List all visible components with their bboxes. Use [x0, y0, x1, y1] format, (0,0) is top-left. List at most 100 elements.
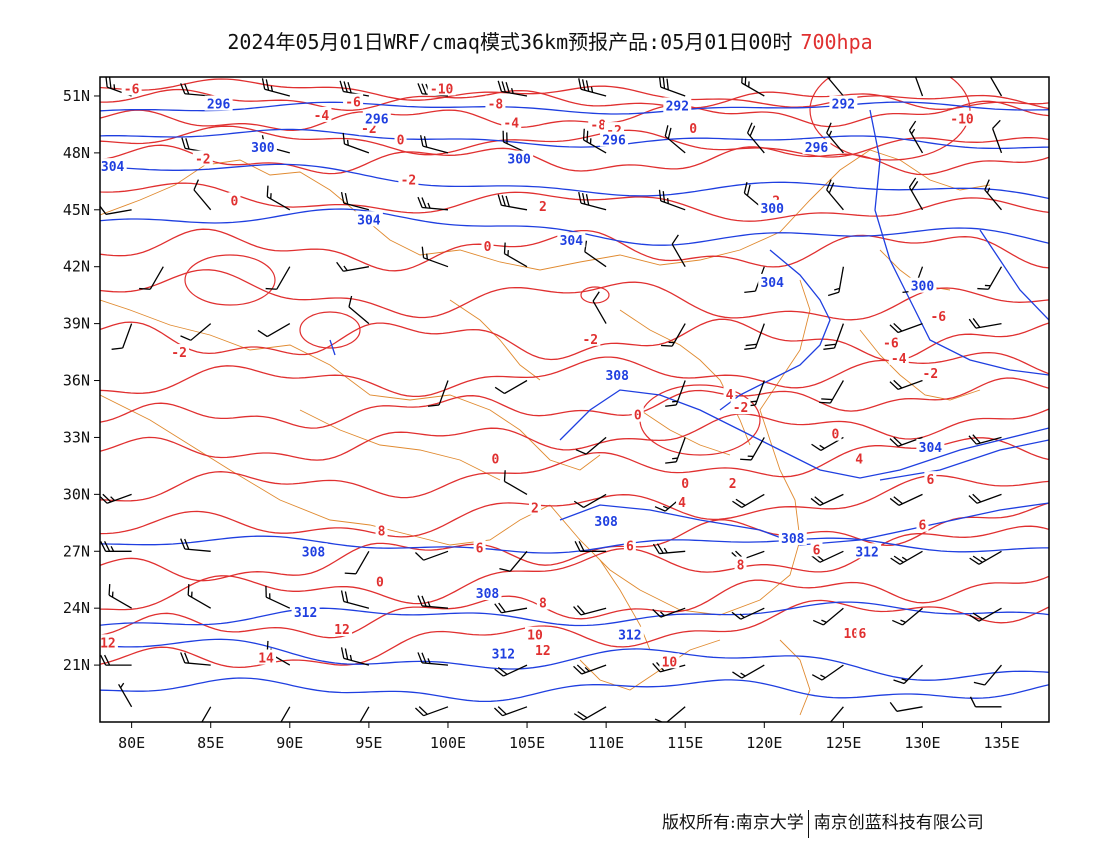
wind-barb [732, 493, 765, 508]
geopotential-label-bg [204, 95, 233, 111]
wind-barb [969, 550, 1002, 565]
temperature-label: 0 [689, 122, 697, 137]
geopotential-label: 308 [781, 532, 805, 547]
temperature-label-bg [375, 522, 388, 538]
wind-barb [503, 470, 528, 495]
geopotential-label: 308 [594, 515, 618, 530]
temperature-label-bg [880, 334, 901, 350]
temperature-label: 2 [531, 502, 539, 517]
border-line [100, 299, 601, 471]
plot-frame [99, 76, 1050, 723]
temperature-label-bg [588, 116, 609, 132]
temperature-label-bg [853, 450, 866, 466]
geopotential-label: 296 [365, 113, 389, 128]
geopotential-label: 300 [760, 202, 784, 217]
temperature-label: 2 [539, 200, 547, 215]
temperature-label-bg [730, 399, 751, 415]
temperature-label-bg [948, 110, 977, 126]
temperature-label: -4 [891, 352, 907, 367]
temperature-label-bg [485, 95, 506, 111]
geopotential-contour [879, 439, 1049, 481]
wind-barb [969, 696, 1002, 708]
temperature-label: 10 [843, 627, 859, 642]
title-main: 2024年05月01日WRF/cmaq模式36km预报产品:05月01日00时 [227, 30, 793, 54]
temperature-label-bg [311, 106, 332, 122]
temperature-label: -4 [314, 109, 330, 124]
wind-barb [578, 191, 607, 211]
temperature-label: -8 [488, 98, 504, 113]
temperature-contour [100, 88, 1049, 111]
wind-barb [573, 706, 607, 721]
geopotential-label-bg [663, 97, 692, 113]
wind-barb [187, 584, 212, 609]
lat-label: 42N [63, 258, 90, 276]
copyright-text: 版权所有:南京大学 [662, 813, 804, 833]
wind-barb [420, 135, 449, 154]
geopotential-label-bg [489, 645, 518, 661]
geopotential-label-bg [778, 529, 807, 545]
temperature-label: -6 [345, 96, 361, 111]
temperature-label-bg [580, 330, 601, 346]
lon-label: 95E [355, 734, 382, 752]
temperature-contour [100, 525, 1049, 611]
geopotential-label-bg [505, 150, 534, 166]
temperature-label: 0 [231, 194, 239, 209]
geopotential-label-bg [916, 438, 945, 454]
temperature-label-bg [916, 516, 929, 532]
geopotential-contour [100, 163, 1049, 200]
lon-label: 135E [983, 734, 1019, 752]
wind-barb [494, 602, 528, 614]
wind-barb [348, 295, 370, 325]
contour-labels: -6-10-6-8-8-4-2-4-200-10-2-2200-2-6-6-4-… [100, 80, 977, 670]
geopotential-label-bg [354, 211, 383, 227]
geopotential-label: 304 [101, 160, 125, 175]
wind-barb [665, 380, 686, 407]
temperature-label-bg [623, 537, 636, 553]
lon-label: 130E [904, 734, 940, 752]
temperature-label: 0 [492, 452, 500, 467]
company-name: 南京创蓝科技有限公司 [813, 813, 984, 833]
geopotential-label: 304 [919, 441, 943, 456]
temperature-label: 0 [484, 240, 492, 255]
temperature-label: -2 [733, 401, 749, 416]
temperature-label: 4 [855, 452, 863, 467]
wind-barb [499, 550, 528, 572]
lat-label: 51N [63, 87, 90, 105]
temperature-label-bg [829, 425, 842, 441]
temperature-contour [100, 599, 1049, 669]
temperature-label-bg [536, 198, 549, 213]
temperature-label: 14 [258, 652, 274, 667]
temperature-label: -8 [590, 118, 606, 133]
temperature-label-bg [920, 364, 941, 380]
temperature-closed-contour [299, 311, 361, 349]
temperature-label: 6 [926, 473, 934, 488]
temperature-contour [100, 100, 1049, 132]
temperature-contour [100, 377, 1049, 429]
border-line [599, 559, 651, 651]
lon-label: 125E [825, 734, 861, 752]
temperature-contour [100, 144, 1049, 176]
wind-barb [826, 122, 844, 154]
border-line [299, 409, 501, 481]
geopotential-contour [100, 128, 1049, 150]
wind-barb [427, 380, 449, 407]
temperature-label: 4 [678, 496, 686, 511]
geopotential-label-bg [758, 199, 787, 215]
geopotential-label: 312 [618, 629, 641, 644]
wind-barb [912, 77, 924, 97]
wind-barb [968, 434, 1002, 445]
temperature-closed-contour [809, 77, 971, 161]
geopotential-label: 312 [492, 648, 515, 663]
geopotential-label-bg [758, 273, 787, 289]
wind-barb [665, 437, 686, 464]
geopotential-contour [719, 249, 831, 411]
temperature-label-bg [924, 471, 937, 487]
temperature-label: -10 [430, 82, 454, 97]
wind-barb [417, 595, 449, 609]
wind-barb [969, 607, 1002, 622]
lat-label: 48N [63, 144, 90, 162]
wind-barbs [100, 77, 1003, 722]
wind-barb [731, 607, 765, 620]
wind-barb [811, 664, 844, 681]
geopotential-label: 308 [476, 587, 500, 602]
